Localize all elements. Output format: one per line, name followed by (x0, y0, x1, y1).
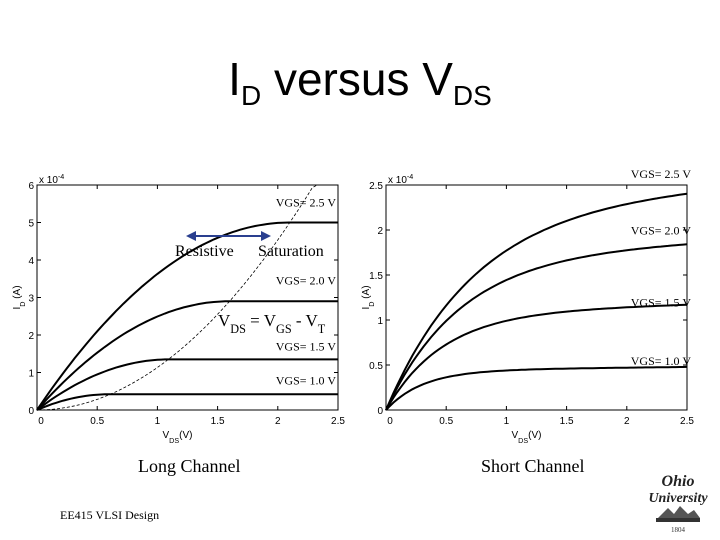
y-tick-label: 1 (377, 316, 383, 327)
y-tick-label: 2 (28, 331, 34, 342)
x-tick-label: 2.5 (331, 416, 345, 427)
x-tick-label: 0.5 (439, 416, 453, 427)
university-logo: Ohio University 1804 (648, 473, 708, 534)
y-tick-label: 3 (28, 294, 34, 305)
y-tick-label: 2 (377, 226, 383, 237)
x-axis-label: VDS(V) (162, 430, 192, 445)
short-channel-caption: Short Channel (481, 456, 585, 476)
logo-line2: University (648, 491, 708, 506)
y-tick-label: 6 (28, 181, 34, 192)
region-resistive-label: Resistive (175, 243, 234, 260)
curve-long-0 (36, 221, 338, 411)
curve-long-2 (36, 358, 338, 411)
logo-line1: Ohio (662, 473, 695, 490)
legend-long-0: VGS= 2.5 V (276, 196, 337, 210)
region-arrow-left-icon (186, 231, 196, 241)
y-tick-label: 1 (28, 369, 34, 380)
y-tick-label: 1.5 (369, 271, 383, 282)
x-tick-label: 2.5 (680, 416, 694, 427)
x-tick-label: 0.5 (90, 416, 104, 427)
logo-hills-icon (658, 506, 700, 518)
y-tick-label: 0 (377, 406, 383, 417)
curve-long-3 (36, 393, 338, 411)
legend-long-2: VGS= 1.5 V (276, 339, 337, 353)
x-tick-label: 1.5 (211, 416, 225, 427)
plot-frame-1 (385, 184, 688, 411)
y-axis-label: ID (A) (361, 285, 376, 309)
x-tick-label: 0 (387, 416, 393, 427)
logo-line3: 1804 (671, 526, 686, 534)
legend-long-1: VGS= 2.0 V (276, 273, 337, 287)
y-axis-label: ID (A) (12, 285, 27, 309)
y-tick-label: 0.5 (369, 361, 383, 372)
curve-short-2 (385, 303, 688, 411)
long-channel-caption: Long Channel (138, 456, 241, 476)
curve-short-0 (385, 192, 688, 411)
legend-short-0: VGS= 2.5 V (631, 167, 692, 181)
x-tick-label: 1.5 (560, 416, 574, 427)
x-axis-label: VDS(V) (511, 430, 541, 445)
y-tick-label: 4 (28, 256, 34, 267)
region-saturation-label: Saturation (258, 243, 324, 260)
slide-title: ID versus VDS (228, 53, 492, 111)
legend-long-3: VGS= 1.0 V (276, 373, 337, 387)
footer-course-name: EE415 VLSI Design (60, 508, 160, 522)
y-tick-label: 5 (28, 219, 34, 230)
legend-short-3: VGS= 1.0 V (631, 354, 692, 368)
x-tick-label: 2 (624, 416, 630, 427)
x-tick-label: 2 (275, 416, 281, 427)
y-tick-label: 2.5 (369, 181, 383, 192)
legend-short-1: VGS= 2.0 V (631, 224, 692, 238)
curve-long-1 (36, 300, 338, 411)
y-exponent-label: x 10-4 (39, 172, 64, 187)
y-tick-label: 0 (28, 406, 34, 417)
y-exponent-label: x 10-4 (388, 172, 413, 187)
legend-short-2: VGS= 1.5 V (631, 295, 692, 309)
x-tick-label: 0 (38, 416, 44, 427)
boundary-equation-label: VDS = VGS - VT (218, 311, 326, 336)
region-arrow-right-icon (261, 231, 271, 241)
curve-short-3 (385, 365, 688, 411)
curve-short-1 (385, 243, 688, 411)
x-tick-label: 1 (155, 416, 161, 427)
x-tick-label: 1 (504, 416, 510, 427)
